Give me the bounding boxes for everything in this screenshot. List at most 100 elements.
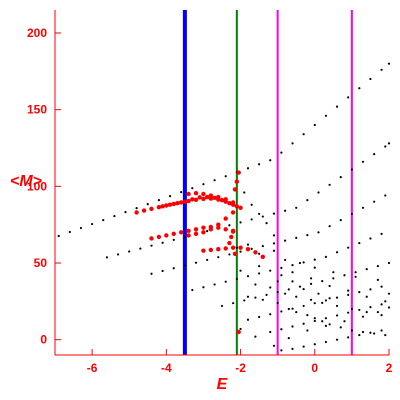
black-data-point bbox=[272, 212, 276, 215]
red-data-point bbox=[167, 202, 173, 207]
axes: -6 -4 -2 0 2 0 50 100 150 200 bbox=[27, 10, 393, 375]
black-data-point bbox=[332, 277, 335, 280]
black-data-point bbox=[376, 264, 379, 268]
black-data-point bbox=[116, 253, 120, 256]
black-data-point bbox=[309, 298, 313, 301]
black-data-point bbox=[202, 183, 205, 186]
y-axis-title: <M> bbox=[10, 173, 42, 190]
black-data-point bbox=[313, 343, 316, 346]
black-data-point bbox=[328, 284, 331, 288]
x-tick-label: -6 bbox=[87, 361, 98, 375]
black-data-point bbox=[380, 314, 383, 317]
red-data-point bbox=[204, 194, 210, 200]
black-data-point bbox=[313, 319, 316, 323]
y-tick-label: 50 bbox=[34, 256, 48, 270]
black-data-point bbox=[306, 199, 309, 202]
black-data-point bbox=[328, 183, 331, 186]
red-data-point bbox=[186, 228, 191, 233]
black-data-point bbox=[79, 226, 83, 230]
black-data-point bbox=[302, 261, 305, 264]
black-data-point bbox=[387, 306, 391, 309]
black-data-point bbox=[180, 191, 183, 194]
black-data-point bbox=[317, 191, 320, 194]
black-data-point bbox=[313, 317, 316, 320]
black-data-point bbox=[369, 237, 372, 240]
black-data-point bbox=[361, 160, 365, 163]
black-data-point bbox=[358, 291, 361, 294]
red-data-point bbox=[193, 197, 199, 203]
black-data-point bbox=[168, 195, 172, 198]
black-data-point bbox=[387, 142, 391, 145]
black-data-point bbox=[317, 292, 320, 295]
black-data-point bbox=[380, 232, 383, 235]
black-data-point bbox=[335, 296, 339, 299]
black-data-point bbox=[280, 328, 283, 331]
black-data-point bbox=[217, 256, 220, 259]
red-data-point bbox=[178, 200, 184, 205]
black-data-point bbox=[291, 142, 294, 145]
black-data-point bbox=[309, 277, 313, 280]
red-data-point bbox=[141, 208, 147, 213]
black-data-point bbox=[146, 203, 149, 206]
black-data-point bbox=[254, 296, 257, 299]
black-data-point bbox=[324, 299, 328, 302]
red-data-point bbox=[208, 224, 214, 230]
red-data-point bbox=[230, 228, 236, 233]
black-data-point bbox=[239, 327, 242, 331]
red-data-point bbox=[260, 254, 266, 260]
black-data-point bbox=[350, 168, 353, 171]
black-data-point bbox=[246, 318, 250, 321]
black-data-point bbox=[324, 340, 328, 344]
black-data-point bbox=[295, 236, 298, 239]
red-data-point bbox=[230, 245, 236, 250]
red-data-point bbox=[227, 201, 232, 206]
black-data-point bbox=[261, 215, 264, 218]
black-data-point bbox=[380, 329, 383, 332]
black-data-point bbox=[384, 333, 387, 337]
black-data-point bbox=[306, 329, 309, 332]
red-data-point bbox=[164, 203, 169, 208]
black-data-point bbox=[258, 264, 261, 268]
black-data-point bbox=[246, 295, 250, 298]
black-data-point bbox=[272, 249, 276, 252]
black-data-point bbox=[335, 304, 339, 308]
black-data-point bbox=[369, 306, 372, 309]
black-data-point bbox=[373, 153, 376, 156]
black-data-point bbox=[135, 207, 138, 210]
black-data-point bbox=[332, 271, 335, 274]
black-data-point bbox=[261, 245, 264, 248]
black-data-point bbox=[246, 243, 250, 246]
black-data-point bbox=[324, 324, 328, 327]
black-data-point bbox=[172, 238, 175, 241]
black-data-point bbox=[358, 333, 361, 337]
black-data-point bbox=[376, 278, 379, 281]
black-data-point bbox=[321, 320, 324, 323]
red-data-point bbox=[201, 191, 206, 197]
black-data-point bbox=[313, 266, 316, 269]
black-data-point bbox=[206, 230, 209, 233]
black-data-point bbox=[254, 335, 257, 338]
black-data-point bbox=[347, 336, 350, 339]
black-data-point bbox=[302, 322, 305, 325]
black-data-point bbox=[328, 297, 331, 300]
black-data-point bbox=[243, 299, 246, 302]
red-data-point bbox=[164, 233, 169, 238]
black-data-point bbox=[235, 246, 238, 249]
red-data-point bbox=[216, 194, 221, 200]
red-data-point bbox=[216, 222, 221, 227]
black-data-point bbox=[373, 200, 376, 203]
black-data-point bbox=[369, 77, 372, 81]
black-data-point bbox=[384, 194, 387, 197]
red-data-point bbox=[171, 201, 176, 207]
x-tick-label: 2 bbox=[386, 361, 393, 375]
black-data-point bbox=[387, 62, 391, 65]
red-data-point bbox=[245, 247, 251, 252]
black-data-point bbox=[335, 105, 339, 108]
black-data-point bbox=[347, 289, 350, 292]
red-data-point bbox=[227, 240, 232, 246]
black-data-point bbox=[354, 271, 357, 274]
red-data-point bbox=[232, 251, 238, 256]
red-data-point bbox=[186, 233, 191, 238]
red-data-point bbox=[208, 247, 214, 253]
black-data-point bbox=[302, 287, 305, 291]
